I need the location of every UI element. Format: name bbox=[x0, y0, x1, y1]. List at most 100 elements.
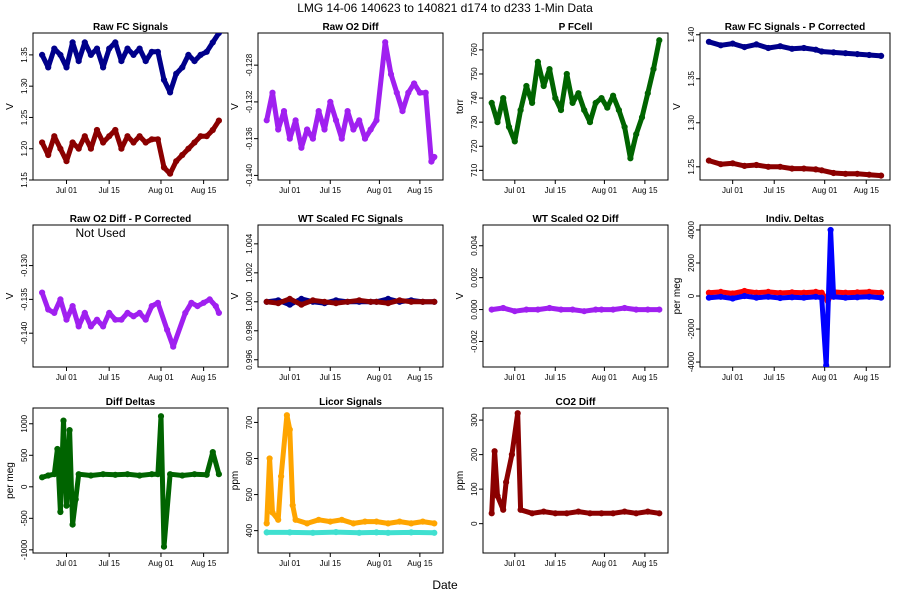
y-tick-label: -0.135 bbox=[20, 287, 29, 310]
data-point bbox=[215, 33, 222, 37]
data-point bbox=[338, 135, 345, 142]
data-point bbox=[309, 297, 316, 304]
data-area bbox=[263, 412, 438, 536]
plot-frame bbox=[32, 224, 229, 368]
plot-frame bbox=[482, 407, 669, 554]
data-point bbox=[866, 171, 873, 178]
data-point bbox=[633, 510, 640, 517]
data-area bbox=[705, 226, 885, 367]
data-point bbox=[818, 48, 825, 55]
data-point bbox=[112, 126, 119, 134]
y-tick-label: 0.000 bbox=[470, 299, 479, 320]
data-point bbox=[51, 471, 58, 478]
data-point bbox=[39, 474, 46, 481]
data-point bbox=[350, 520, 357, 527]
data-point bbox=[878, 294, 885, 301]
data-point bbox=[592, 306, 599, 313]
data-point bbox=[517, 506, 524, 513]
panel-3: P FCell Jul 01 Jul 15 Aug 01 Aug 15 710 720 730… bbox=[455, 22, 669, 195]
data-point bbox=[167, 471, 174, 478]
series-line bbox=[264, 39, 437, 165]
data-point bbox=[656, 306, 663, 313]
data-point bbox=[367, 126, 374, 133]
data-point bbox=[63, 64, 70, 71]
y-tick-label: 400 bbox=[245, 523, 254, 537]
data-point bbox=[286, 529, 293, 536]
data-point bbox=[269, 89, 276, 96]
data-point bbox=[494, 119, 501, 126]
y-tick-label: -500 bbox=[20, 510, 29, 527]
data-point bbox=[142, 316, 149, 323]
x-tick-label: Jul 15 bbox=[98, 373, 120, 382]
data-point bbox=[280, 108, 288, 115]
data-point bbox=[66, 427, 73, 434]
data-point bbox=[878, 172, 885, 179]
y-tick-label: 1.004 bbox=[245, 233, 254, 254]
data-point bbox=[298, 301, 305, 308]
data-point bbox=[182, 309, 189, 316]
panel-title: Raw FC Signals - P Corrected bbox=[725, 22, 865, 33]
data-point bbox=[200, 299, 207, 306]
data-point bbox=[431, 520, 438, 527]
y-axis-label: per meg bbox=[672, 278, 683, 315]
data-point bbox=[148, 136, 155, 143]
data-point bbox=[514, 410, 521, 417]
data-point bbox=[321, 126, 328, 133]
data-point bbox=[136, 133, 143, 140]
data-point bbox=[540, 82, 547, 90]
plot-frame bbox=[32, 32, 229, 181]
data-point bbox=[529, 99, 536, 107]
data-point bbox=[93, 126, 101, 134]
data-point bbox=[621, 508, 628, 515]
data-point bbox=[581, 308, 588, 315]
data-area bbox=[488, 37, 663, 162]
figure-title: LMG 14-06 140623 to 140821 d174 to d233 … bbox=[297, 1, 593, 15]
data-point bbox=[854, 51, 861, 58]
data-point bbox=[179, 151, 186, 159]
data-point bbox=[100, 64, 107, 71]
y-axis-label: V bbox=[455, 292, 466, 299]
x-tick-label: Aug 01 bbox=[148, 559, 174, 568]
y-axis-label: ppm bbox=[455, 471, 466, 490]
data-point bbox=[788, 165, 796, 172]
series-line bbox=[706, 158, 884, 179]
x-tick-label: Jul 01 bbox=[56, 373, 78, 382]
data-point bbox=[534, 306, 542, 313]
data-point bbox=[717, 293, 724, 300]
y-tick-label: 1000 bbox=[20, 414, 29, 432]
x-tick-label: Jul 15 bbox=[764, 373, 786, 382]
data-point bbox=[298, 295, 305, 302]
data-point bbox=[586, 119, 594, 126]
data-area bbox=[39, 289, 222, 350]
y-tick-label: -2000 bbox=[687, 318, 696, 339]
data-point bbox=[315, 108, 322, 115]
data-point bbox=[546, 304, 553, 312]
data-point bbox=[505, 123, 513, 131]
data-point bbox=[124, 45, 131, 52]
data-point bbox=[812, 166, 819, 173]
data-point bbox=[304, 520, 311, 527]
data-point bbox=[621, 123, 628, 131]
data-point bbox=[557, 107, 565, 114]
data-point bbox=[72, 496, 79, 503]
data-point bbox=[812, 293, 819, 300]
x-tick-label: Jul 01 bbox=[722, 373, 744, 382]
panel-6: WT Scaled FC Signals Jul 01 Jul 15 Aug 01 Au… bbox=[230, 214, 444, 382]
data-point bbox=[729, 160, 736, 167]
series-line bbox=[706, 288, 884, 304]
data-point bbox=[741, 44, 748, 51]
data-point bbox=[842, 294, 849, 301]
x-tick-label: Jul 15 bbox=[545, 186, 567, 195]
data-area bbox=[488, 410, 663, 517]
x-tick-label: Aug 15 bbox=[632, 186, 658, 195]
plot-frame bbox=[699, 32, 891, 181]
y-tick-label: 720 bbox=[470, 139, 479, 153]
x-tick-label: Aug 15 bbox=[632, 559, 658, 568]
data-point bbox=[656, 510, 663, 517]
data-point bbox=[387, 71, 395, 78]
data-point bbox=[87, 472, 95, 479]
x-tick-label: Jul 15 bbox=[764, 186, 786, 195]
x-tick-label: Aug 15 bbox=[191, 373, 217, 382]
plot-frame bbox=[257, 32, 444, 181]
data-point bbox=[729, 295, 736, 302]
